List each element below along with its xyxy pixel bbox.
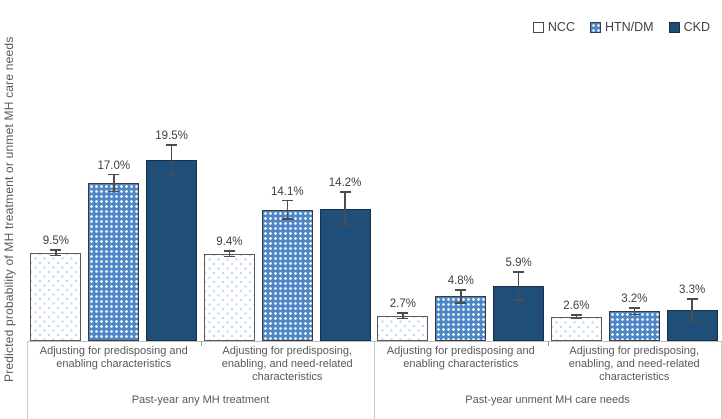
error-cap-bottom (223, 255, 235, 258)
value-label-ckd-g2-s1: 5.9% (505, 257, 532, 270)
legend-item-ckd: CKD (668, 20, 710, 34)
legend-marker-htn-dm-icon (589, 21, 601, 33)
error-cap-bottom (50, 254, 62, 257)
error-bar-htn-dm-g1-s2 (286, 200, 288, 220)
error-cap-top (513, 271, 525, 273)
bar-ncc-g2-s1 (377, 315, 429, 341)
legend-label-ncc: NCC (547, 20, 575, 34)
bar-ncc-g1-s2 (203, 253, 255, 341)
legend-label-htn-dm: HTN/DM (604, 20, 654, 34)
bar-ncc-g2-s2 (550, 316, 602, 341)
error-cap-bottom (455, 302, 467, 304)
value-label-ckd-g1-s1: 19.5% (155, 129, 188, 142)
legend: NCC HTN/DM CKD (532, 20, 710, 34)
group-label-2: Past-year unment MH care needs (465, 394, 630, 406)
error-bar-htn-dm-g2-s1 (460, 289, 462, 303)
error-bar-ncc-g2-s1 (402, 313, 404, 319)
axis-divider-center (374, 341, 375, 419)
error-bar-ckd-g1-s1 (170, 144, 173, 175)
error-cap-top (223, 250, 235, 252)
error-cap-top (686, 298, 698, 300)
error-cap-bottom (628, 313, 640, 316)
bar-htn-dm-g2-s2 (608, 311, 660, 341)
legend-item-htn-dm: HTN/DM (589, 20, 654, 34)
error-cap-bottom (108, 190, 120, 192)
legend-label-ckd: CKD (683, 20, 710, 34)
bar-htn-dm-g1-s2 (261, 209, 313, 341)
error-bar-ckd-g2-s1 (517, 272, 520, 301)
error-cap-top (50, 249, 62, 251)
error-cap-top (281, 199, 293, 202)
error-cap-top (570, 314, 582, 316)
error-cap-bottom (513, 299, 525, 301)
axis-tick-subgroup-2 (547, 341, 549, 346)
bar-ckd-g1-s2 (319, 208, 371, 341)
error-cap-top (455, 289, 467, 291)
error-cap-bottom (166, 173, 178, 176)
legend-item-ncc: NCC (532, 20, 575, 34)
value-label-htn-dm-g1-s1: 17.0% (97, 159, 131, 172)
value-label-ckd-g1-s2: 14.2% (328, 177, 362, 190)
error-cap-bottom (397, 317, 409, 320)
category-label-g1-s1: Adjusting for predisposing and enabling … (39, 345, 188, 370)
error-bar-htn-dm-g2-s2 (633, 308, 635, 315)
error-bar-htn-dm-g1-s1 (113, 174, 115, 192)
value-label-ncc-g2-s2: 2.6% (563, 300, 590, 312)
error-bar-ncc-g1-s2 (228, 250, 231, 257)
error-bar-ckd-g2-s2 (691, 299, 693, 322)
error-cap-top (628, 307, 640, 309)
value-label-htn-dm-g1-s2: 14.1% (270, 185, 304, 198)
category-label-g2-s1: Adjusting for predisposing and enabling … (386, 345, 535, 370)
value-label-htn-dm-g2-s2: 3.2% (621, 293, 648, 305)
error-bar-ckd-g1-s2 (344, 192, 346, 226)
group-label-1: Past-year any MH treatment (131, 394, 270, 406)
bar-ncc-g1-s1 (30, 252, 82, 341)
value-label-ckd-g2-s2: 3.3% (678, 284, 706, 297)
value-label-ncc-g1-s2: 9.4% (216, 235, 243, 248)
error-cap-bottom (686, 320, 698, 323)
error-bar-ncc-g1-s1 (55, 249, 57, 256)
bar-htn-dm-g1-s1 (88, 182, 140, 341)
value-label-htn-dm-g2-s1: 4.8% (447, 274, 474, 287)
error-cap-top (108, 173, 120, 176)
error-cap-top (397, 312, 409, 314)
legend-marker-ncc-icon (532, 21, 544, 33)
axis-tick-subgroup-1 (200, 341, 202, 346)
value-label-ncc-g2-s1: 2.7% (389, 298, 416, 311)
value-label-ncc-g1-s1: 9.5% (42, 234, 69, 247)
error-cap-bottom (281, 218, 293, 220)
axis-divider-left (27, 341, 28, 419)
error-cap-bottom (339, 224, 351, 227)
error-cap-top (339, 191, 351, 193)
bar-ckd-g1-s1 (146, 159, 198, 341)
error-cap-bottom (570, 317, 582, 320)
category-label-g2-s2: Adjusting for predisposing, enabling, an… (568, 345, 700, 383)
legend-marker-ckd-icon (668, 21, 680, 33)
category-label-g1-s2: Adjusting for predisposing, enabling, an… (221, 345, 353, 383)
error-cap-top (166, 144, 178, 146)
error-bar-ncc-g2-s2 (575, 315, 578, 319)
